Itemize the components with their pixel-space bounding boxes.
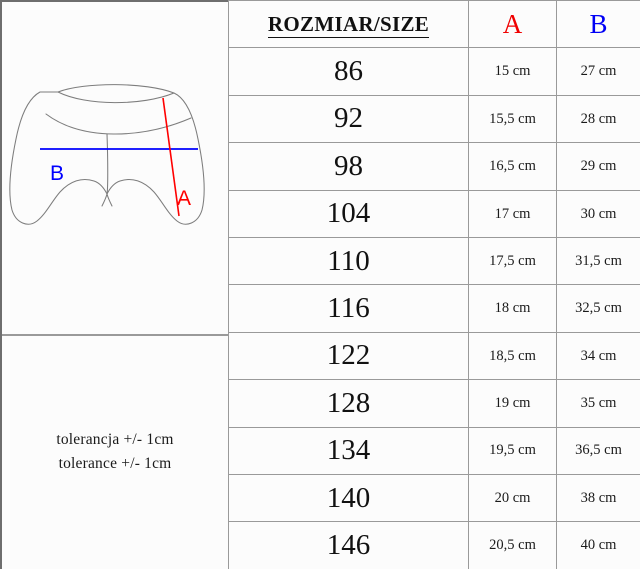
table-row: 146 20,5 cm 40 cm	[228, 521, 640, 569]
cell-size: 140	[228, 473, 469, 523]
waistband-bottom-seam	[45, 113, 192, 135]
table-row: 116 18 cm 32,5 cm	[228, 284, 640, 333]
table-row: 92 15,5 cm 28 cm	[228, 94, 640, 144]
table-header: ROZMIAR/SIZE A B	[228, 0, 640, 49]
cell-measurement-b: 27 cm	[556, 47, 640, 96]
cell-measurement-b: 40 cm	[556, 521, 640, 569]
cell-measurement-a: 17,5 cm	[468, 236, 557, 286]
shorts-diagram: B A	[2, 2, 228, 334]
column-header-b: B	[556, 0, 640, 49]
cell-measurement-b: 28 cm	[556, 94, 640, 144]
shorts-svg: B A	[9, 84, 205, 225]
cell-size: 98	[228, 142, 469, 191]
table-row: 122 18,5 cm 34 cm	[228, 331, 640, 381]
cell-measurement-a: 17 cm	[468, 189, 557, 238]
left-panel-divider	[2, 334, 228, 336]
cell-size: 110	[228, 236, 469, 286]
tolerance-note: tolerancja +/- 1cm tolerance +/- 1cm	[2, 334, 228, 569]
cell-measurement-b: 31,5 cm	[556, 236, 640, 286]
cell-size: 122	[228, 331, 469, 381]
measure-label-a: A	[177, 187, 191, 210]
measure-line-a	[162, 97, 180, 217]
cell-measurement-a: 15,5 cm	[468, 94, 557, 144]
table-row: 128 19 cm 35 cm	[228, 379, 640, 428]
tolerance-text-en: tolerance +/- 1cm	[58, 454, 172, 472]
waistband-top-seam	[57, 91, 175, 104]
table-header-row: ROZMIAR/SIZE A B	[228, 0, 640, 49]
cell-size: 134	[228, 426, 469, 475]
crotch-notch-right	[106, 193, 113, 207]
center-front-seam	[106, 133, 109, 195]
cell-measurement-b: 38 cm	[556, 473, 640, 523]
table-row: 104 17 cm 30 cm	[228, 189, 640, 238]
crotch-notch-left	[101, 193, 108, 207]
cell-measurement-a: 16,5 cm	[468, 142, 557, 191]
measure-label-b: B	[50, 162, 64, 185]
cell-measurement-a: 18 cm	[468, 284, 557, 333]
cell-measurement-b: 34 cm	[556, 331, 640, 381]
cell-measurement-b: 35 cm	[556, 379, 640, 428]
table-row: 98 16,5 cm 29 cm	[228, 142, 640, 191]
cell-size: 146	[228, 521, 469, 569]
cell-size: 92	[228, 94, 469, 144]
table-row: 140 20 cm 38 cm	[228, 473, 640, 523]
column-header-size: ROZMIAR/SIZE	[228, 0, 469, 49]
cell-size: 104	[228, 189, 469, 238]
cell-measurement-a: 20 cm	[468, 473, 557, 523]
cell-measurement-b: 32,5 cm	[556, 284, 640, 333]
cell-size: 128	[228, 379, 469, 428]
cell-measurement-a: 19 cm	[468, 379, 557, 428]
table-body: 86 15 cm 27 cm 92 15,5 cm 28 cm 98 16,5 cm 29 cm…	[228, 47, 640, 569]
frame-left-border	[0, 0, 2, 569]
tolerance-text-pl: tolerancja +/- 1cm	[56, 430, 174, 448]
column-header-a: A	[468, 0, 557, 49]
column-header-size-text: ROZMIAR/SIZE	[267, 11, 430, 38]
cell-size: 116	[228, 284, 469, 333]
cell-measurement-a: 19,5 cm	[468, 426, 557, 475]
shorts-outline	[9, 84, 205, 225]
cell-measurement-a: 18,5 cm	[468, 331, 557, 381]
cell-measurement-b: 30 cm	[556, 189, 640, 238]
table-row: 134 19,5 cm 36,5 cm	[228, 426, 640, 475]
table-row: 86 15 cm 27 cm	[228, 47, 640, 96]
cell-measurement-b: 29 cm	[556, 142, 640, 191]
illustration-panel: B A tolerancja +/- 1cm tolerance +/- 1cm	[2, 2, 228, 569]
cell-size: 86	[228, 47, 469, 96]
size-table: ROZMIAR/SIZE A B 86 15 cm 27 cm 92 15,5 cm 28…	[228, 0, 640, 569]
cell-measurement-b: 36,5 cm	[556, 426, 640, 475]
cell-measurement-a: 15 cm	[468, 47, 557, 96]
table-row: 110 17,5 cm 31,5 cm	[228, 236, 640, 286]
cell-measurement-a: 20,5 cm	[468, 521, 557, 569]
